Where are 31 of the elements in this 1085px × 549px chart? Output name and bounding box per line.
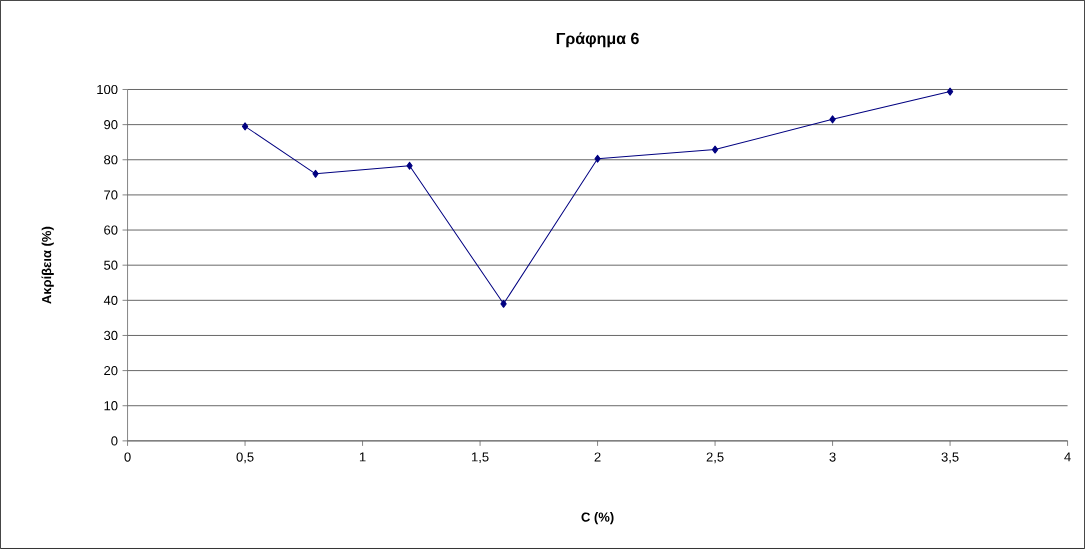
y-tick-label: 20	[104, 366, 118, 376]
y-tick-label: 90	[104, 120, 118, 130]
x-tick-label: 2	[594, 452, 601, 462]
y-tick-label: 40	[103, 295, 118, 305]
point	[829, 115, 836, 124]
y-tick-label: 50	[104, 260, 118, 270]
x-tick-label: 3,5	[941, 452, 959, 464]
x-tick-label: 0	[124, 452, 131, 462]
point	[406, 161, 413, 170]
y-tick-label: 100	[97, 84, 118, 95]
x-tick-label: 1	[359, 452, 366, 462]
point	[312, 169, 319, 178]
x-tick-label: 1,5	[472, 452, 489, 464]
y-tick-label: 80	[104, 155, 118, 165]
y-tick-label: 70	[104, 190, 118, 200]
x-tick-label: 4	[1064, 452, 1071, 462]
y-axis-title: Ακρίβεια (%)	[41, 226, 54, 304]
point	[711, 145, 719, 154]
y-tick-label: 10	[104, 401, 118, 411]
point	[500, 299, 507, 308]
point	[241, 122, 249, 131]
point	[594, 154, 601, 163]
x-tick-label: 2,5	[706, 452, 724, 464]
x-tick-label: 0,5	[236, 452, 254, 464]
y-tick-label: 0	[111, 436, 118, 446]
y-tick-label: 30	[104, 330, 118, 341]
y-tick-label: 60	[104, 225, 118, 235]
point	[946, 87, 954, 96]
x-tick-label: 3	[829, 452, 836, 462]
x-axis-title: C (%)	[581, 512, 614, 525]
chart-title: Γράφημα 6	[556, 32, 639, 48]
